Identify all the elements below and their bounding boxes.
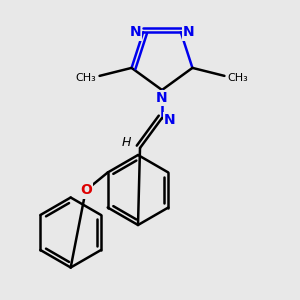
Text: CH₃: CH₃: [76, 73, 97, 83]
Text: H: H: [121, 136, 131, 148]
Text: O: O: [80, 184, 92, 197]
Text: N: N: [164, 113, 176, 127]
Text: N: N: [129, 25, 141, 39]
Text: N: N: [183, 25, 195, 39]
Text: CH₃: CH₃: [227, 73, 248, 83]
Text: N: N: [156, 91, 168, 105]
